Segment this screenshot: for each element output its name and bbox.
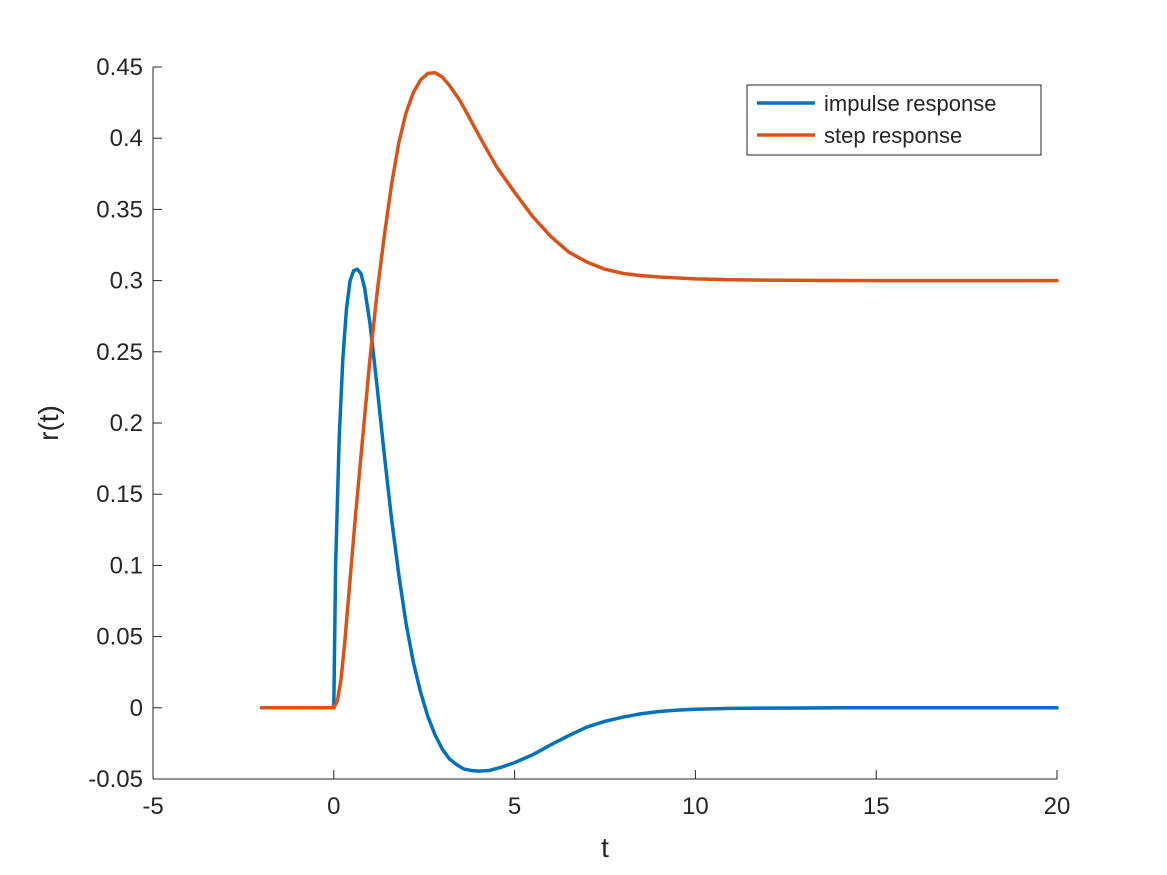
x-tick-label: 20 bbox=[1044, 793, 1071, 820]
y-tick-label: 0.1 bbox=[110, 552, 143, 579]
series-layer bbox=[259, 70, 1059, 773]
y-tick-label: 0.25 bbox=[96, 339, 143, 366]
legend-label-step-response: step response bbox=[824, 123, 962, 148]
y-axis-label: r(t) bbox=[33, 405, 64, 441]
plot-background bbox=[153, 67, 1057, 779]
x-axis-label: t bbox=[601, 832, 609, 863]
x-tick-label: 0 bbox=[327, 793, 340, 820]
y-tick-label: 0.4 bbox=[110, 125, 143, 152]
x-tick-label: 15 bbox=[863, 793, 890, 820]
series-line-impulse-response bbox=[259, 267, 1059, 773]
y-tick-label: 0.05 bbox=[96, 624, 143, 651]
y-tick-label: 0 bbox=[130, 695, 143, 722]
y-ticks: -0.05 0 0.05 0.1 0.15 0.2 0.25 0.3 0.35 0.4 0.45 bbox=[88, 54, 162, 793]
x-tick-label: -5 bbox=[142, 793, 163, 820]
y-tick-label: 0.35 bbox=[96, 196, 143, 223]
series-line-step-response bbox=[259, 70, 1059, 710]
y-tick-label: 0.2 bbox=[110, 410, 143, 437]
y-tick-label: -0.05 bbox=[88, 766, 143, 793]
legend: impulse response step response bbox=[746, 84, 1042, 156]
legend-box bbox=[746, 84, 1042, 156]
x-ticks: -5 0 5 10 15 20 bbox=[142, 770, 1070, 820]
y-tick-label: 0.3 bbox=[110, 268, 143, 295]
y-tick-label: 0.15 bbox=[96, 481, 143, 508]
x-tick-label: 5 bbox=[508, 793, 521, 820]
y-tick-label: 0.45 bbox=[96, 54, 143, 81]
x-tick-label: 10 bbox=[682, 793, 709, 820]
legend-label-impulse-response: impulse response bbox=[824, 91, 996, 116]
